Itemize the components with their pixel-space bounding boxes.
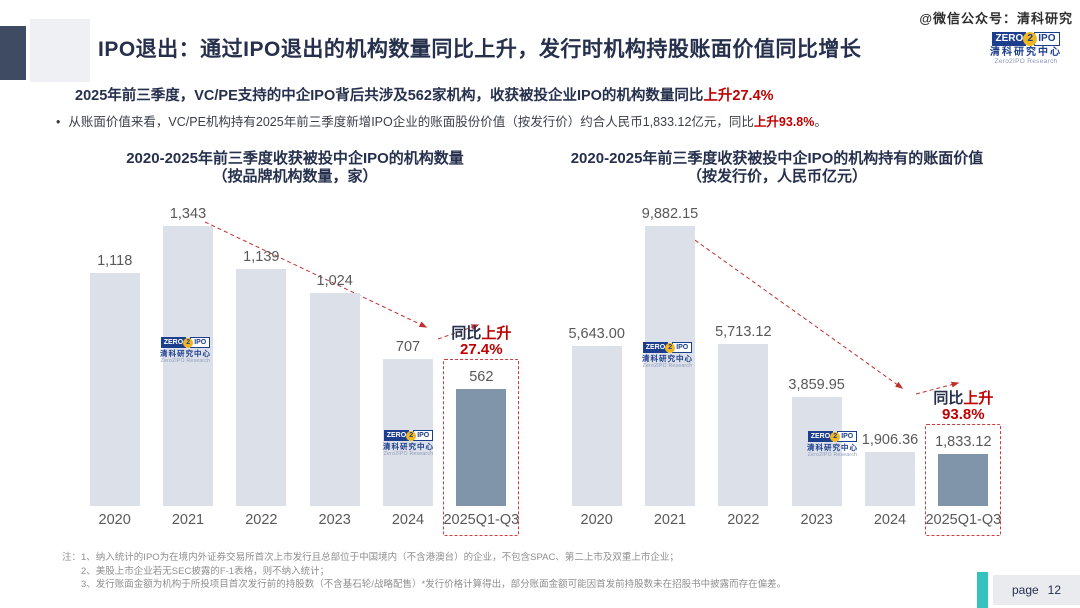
chart-subtitle: （按品牌机构数量，家） [212, 168, 378, 185]
zero2ipo-badge: ZERO 2 IPO [992, 32, 1060, 46]
bullet-suffix: 。 [814, 115, 827, 129]
bar-2023 [791, 396, 842, 506]
x-axis-label: 2021 [171, 512, 205, 528]
x-axis-label: 2023 [800, 512, 833, 528]
zero2ipo-watermark-logo: ZERO 2 IPO 清科研究中心 Zero2IPO Research [642, 342, 693, 369]
chart-title: 2020-2025年前三季度收获被投中企IPO的机构数量 [126, 150, 464, 167]
wechat-watermark-text: @微信公众号：清科研究 [919, 11, 1073, 26]
highlight-dashed-box [925, 424, 1002, 536]
page-title: IPO退出：通过IPO退出的机构数量同比上升，发行时机构持股账面价值同比增长 [98, 38, 862, 61]
x-axis-label: 2025Q1-Q3 [925, 512, 1002, 528]
logo-zero-text: ZERO [992, 32, 1027, 46]
page-number-box: page 12 [993, 575, 1080, 605]
footer-accent-bar [977, 572, 988, 608]
chart-book-value: 2020-2025年前三季度收获被投中企IPO的机构持有的账面价值 （按发行价，… [542, 150, 1012, 536]
bar-2020 [571, 346, 622, 506]
chart-title: 2020-2025年前三季度收获被投中企IPO的机构持有的账面价值 [570, 150, 984, 167]
value-label: 5,713.12 [715, 324, 772, 341]
summary-highlight: 上升27.4% [703, 88, 774, 104]
x-axis-label: 2020 [98, 512, 131, 528]
value-label: 9,882.15 [641, 206, 699, 222]
bar-2022 [718, 344, 769, 506]
zero2ipo-watermark-logo: ZERO 2 IPO 清科研究中心 Zero2IPO Research [383, 430, 434, 457]
bar-2020 [89, 272, 140, 506]
summary-line: 2025年前三季度，VC/PE支持的中企IPO背后共涉及562家机构，收获被投企… [75, 84, 774, 105]
value-label: 1,139 [243, 248, 280, 265]
bar-2025Q1-Q3 [456, 388, 507, 506]
title-accent-light-bar [30, 19, 90, 82]
bar-2023 [309, 292, 360, 506]
bar-plot: 1,118 2020 1,343 2021 1,139 2022 1,024 2023 707 2… [78, 196, 520, 536]
x-axis-label: 2024 [391, 512, 425, 528]
logo-2-circle: 2 [1023, 32, 1038, 46]
bar-plot: 5,643.00 2020 9,882.15 2021 5,713.12 2022 3,85… [560, 196, 1002, 536]
x-axis-label: 2023 [318, 512, 351, 528]
x-axis-label: 2021 [653, 512, 687, 528]
footnote-line: 2、美股上市企业若无SEC披露的F-1表格，则不纳入统计； [81, 565, 330, 577]
page-label: page [1011, 583, 1039, 597]
value-label: 1,118 [97, 252, 133, 269]
footnote-line: 3、发行账面金额为机构于所投项目首次发行前的持股数（不含基石轮/战略配售）*发行… [81, 579, 787, 590]
value-label: 3,859.95 [788, 376, 845, 393]
bar-2024 [865, 452, 915, 506]
footnotes: 注： 1、纳入统计的IPO为在境内外证券交易所首次上市发行且总部位于中国境内（不… [62, 551, 786, 592]
value-label: 5,643.00 [568, 326, 625, 343]
page-number: 12 [1047, 583, 1062, 597]
zero2ipo-watermark-logo: ZERO 2 IPO 清科研究中心 Zero2IPO Research [160, 337, 211, 364]
bar-2021 [645, 226, 695, 506]
logo-name-cn: 清科研究中心 [990, 47, 1062, 58]
logo-name-en: Zero2IPO Research [994, 58, 1058, 65]
x-axis-label: 2020 [580, 512, 613, 528]
x-axis-label: 2025Q1-Q3 [443, 512, 520, 528]
value-label: 562 [469, 368, 494, 385]
bullet-highlight: 上升93.8% [753, 115, 815, 129]
footnote-line: 1、纳入统计的IPO为在境内外证券交易所首次上市发行且总部位于中国境内（不含港澳… [81, 552, 679, 563]
zero2ipo-watermark-logo: ZERO 2 IPO 清科研究中心 Zero2IPO Research [807, 431, 858, 458]
value-label: 1,343 [169, 206, 207, 222]
footnote-items: 1、纳入统计的IPO为在境内外证券交易所首次上市发行且总部位于中国境内（不含港澳… [81, 551, 786, 592]
highlight-dashed-box [443, 358, 520, 536]
x-axis-label: 2024 [873, 512, 907, 528]
zero2ipo-logo: ZERO 2 IPO 清科研究中心 Zero2IPO Research [990, 32, 1062, 66]
value-label: 707 [395, 338, 421, 355]
x-axis-label: 2022 [727, 512, 760, 528]
bullet-marker: • [56, 115, 61, 129]
x-axis-label: 2022 [245, 512, 278, 528]
bullet-text: 从账面价值来看，VC/PE机构持有2025年前三季度新增IPO企业的账面股份价值… [68, 115, 754, 129]
bullet-line: • 从账面价值来看，VC/PE机构持有2025年前三季度新增IPO企业的账面股份价… [56, 111, 827, 130]
chart-institution-count: 2020-2025年前三季度收获被投中企IPO的机构数量 （按品牌机构数量，家）… [60, 150, 530, 536]
value-label: 1,833.12 [935, 434, 992, 451]
footnotes-prefix: 注： [62, 552, 82, 563]
value-label: 1,024 [316, 272, 353, 289]
yoy-annotation: 同比上升 93.8% [933, 390, 994, 424]
summary-text: 2025年前三季度，VC/PE支持的中企IPO背后共涉及562家机构，收获被投企… [75, 88, 704, 104]
value-label: 1,906.36 [861, 432, 919, 448]
bar-2021 [163, 226, 213, 506]
bar-2025Q1-Q3 [938, 454, 989, 506]
logo-ipo-text: IPO [1034, 32, 1060, 46]
chart-subtitle: （按发行价，人民币亿元） [686, 168, 867, 185]
title-accent-dark-bar [0, 26, 26, 80]
yoy-annotation: 同比上升 27.4% [451, 324, 512, 358]
bar-2022 [236, 268, 287, 506]
